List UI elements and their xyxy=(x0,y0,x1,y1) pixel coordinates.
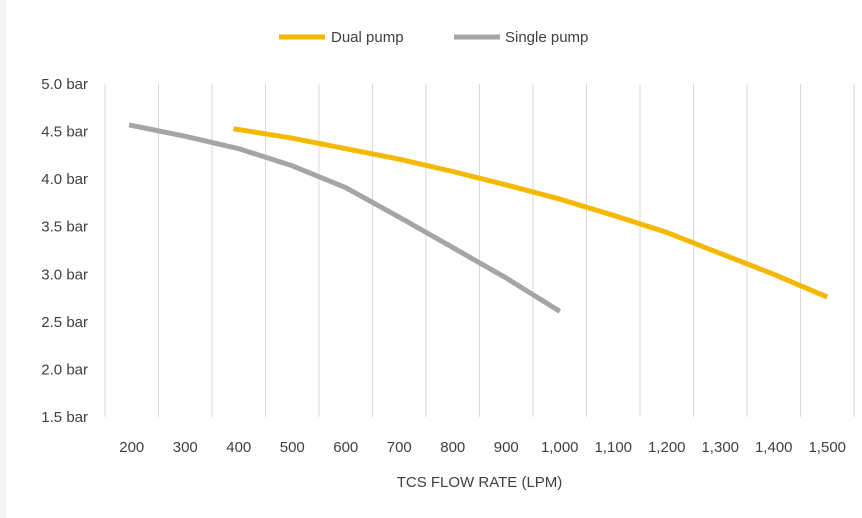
x-tick-label: 800 xyxy=(440,439,465,456)
x-tick-label: 500 xyxy=(280,439,305,456)
y-tick-label: 1.5 bar xyxy=(41,409,88,426)
x-tick-label: 1,100 xyxy=(594,439,632,456)
x-tick-label: 1,500 xyxy=(808,439,846,456)
legend-label: Single pump xyxy=(505,29,588,46)
x-tick-label: 700 xyxy=(387,439,412,456)
x-tick-label: 1,400 xyxy=(755,439,793,456)
y-tick-label: 4.5 bar xyxy=(41,124,88,141)
x-tick-label: 200 xyxy=(119,439,144,456)
y-axis-ticks: 1.5 bar 2.0 bar 2.5 bar 3.0 bar 3.5 bar 4.0 b… xyxy=(41,76,88,426)
legend-label: Dual pump xyxy=(331,29,404,46)
chart-area: 1.5 bar 2.0 bar 2.5 bar 3.0 bar 3.5 bar 4.0 b… xyxy=(6,0,862,518)
gridlines xyxy=(104,84,855,417)
y-tick-label: 2.0 bar xyxy=(41,361,88,378)
x-axis-title: TCS FLOW RATE (LPM) xyxy=(397,474,563,491)
line-chart: 1.5 bar 2.0 bar 2.5 bar 3.0 bar 3.5 bar 4.0 b… xyxy=(41,29,855,491)
y-tick-label: 3.5 bar xyxy=(41,219,88,236)
series-line-single-pump xyxy=(128,122,562,314)
legend: Dual pump Single pump xyxy=(279,29,588,46)
y-tick-label: 2.5 bar xyxy=(41,314,88,331)
series-lines xyxy=(128,122,829,314)
x-tick-label: 300 xyxy=(173,439,198,456)
x-tick-label: 400 xyxy=(226,439,251,456)
x-tick-label: 1,000 xyxy=(541,439,579,456)
series-line-dual-pump xyxy=(233,126,829,300)
x-axis-ticks: 200 300 400 500 600 700 800 900 1,000 1,100 1,200 1… xyxy=(119,439,846,456)
y-tick-label: 5.0 bar xyxy=(41,76,88,93)
x-tick-label: 600 xyxy=(333,439,358,456)
x-tick-label: 1,200 xyxy=(648,439,686,456)
x-tick-label: 900 xyxy=(494,439,519,456)
y-tick-label: 3.0 bar xyxy=(41,266,88,283)
x-tick-label: 1,300 xyxy=(701,439,739,456)
y-tick-label: 4.0 bar xyxy=(41,171,88,188)
